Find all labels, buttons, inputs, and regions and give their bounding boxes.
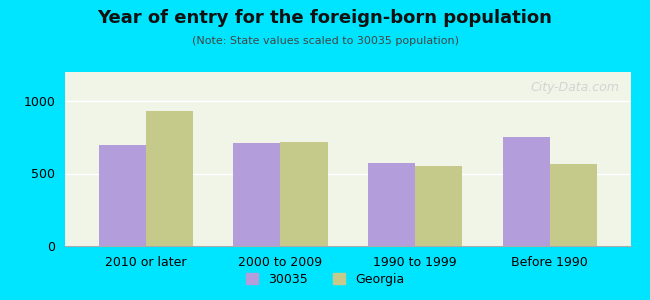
Bar <box>280 142 328 246</box>
Text: City-Data.com: City-Data.com <box>530 81 619 94</box>
Bar <box>502 137 550 246</box>
Legend: 30035, Georgia: 30035, Georgia <box>240 268 410 291</box>
Bar <box>550 164 597 246</box>
Bar <box>368 163 415 246</box>
Bar <box>146 111 193 246</box>
Bar <box>233 143 280 246</box>
Bar <box>415 166 462 246</box>
Bar <box>99 145 146 246</box>
Text: (Note: State values scaled to 30035 population): (Note: State values scaled to 30035 popu… <box>192 36 458 46</box>
Text: Year of entry for the foreign-born population: Year of entry for the foreign-born popul… <box>98 9 552 27</box>
